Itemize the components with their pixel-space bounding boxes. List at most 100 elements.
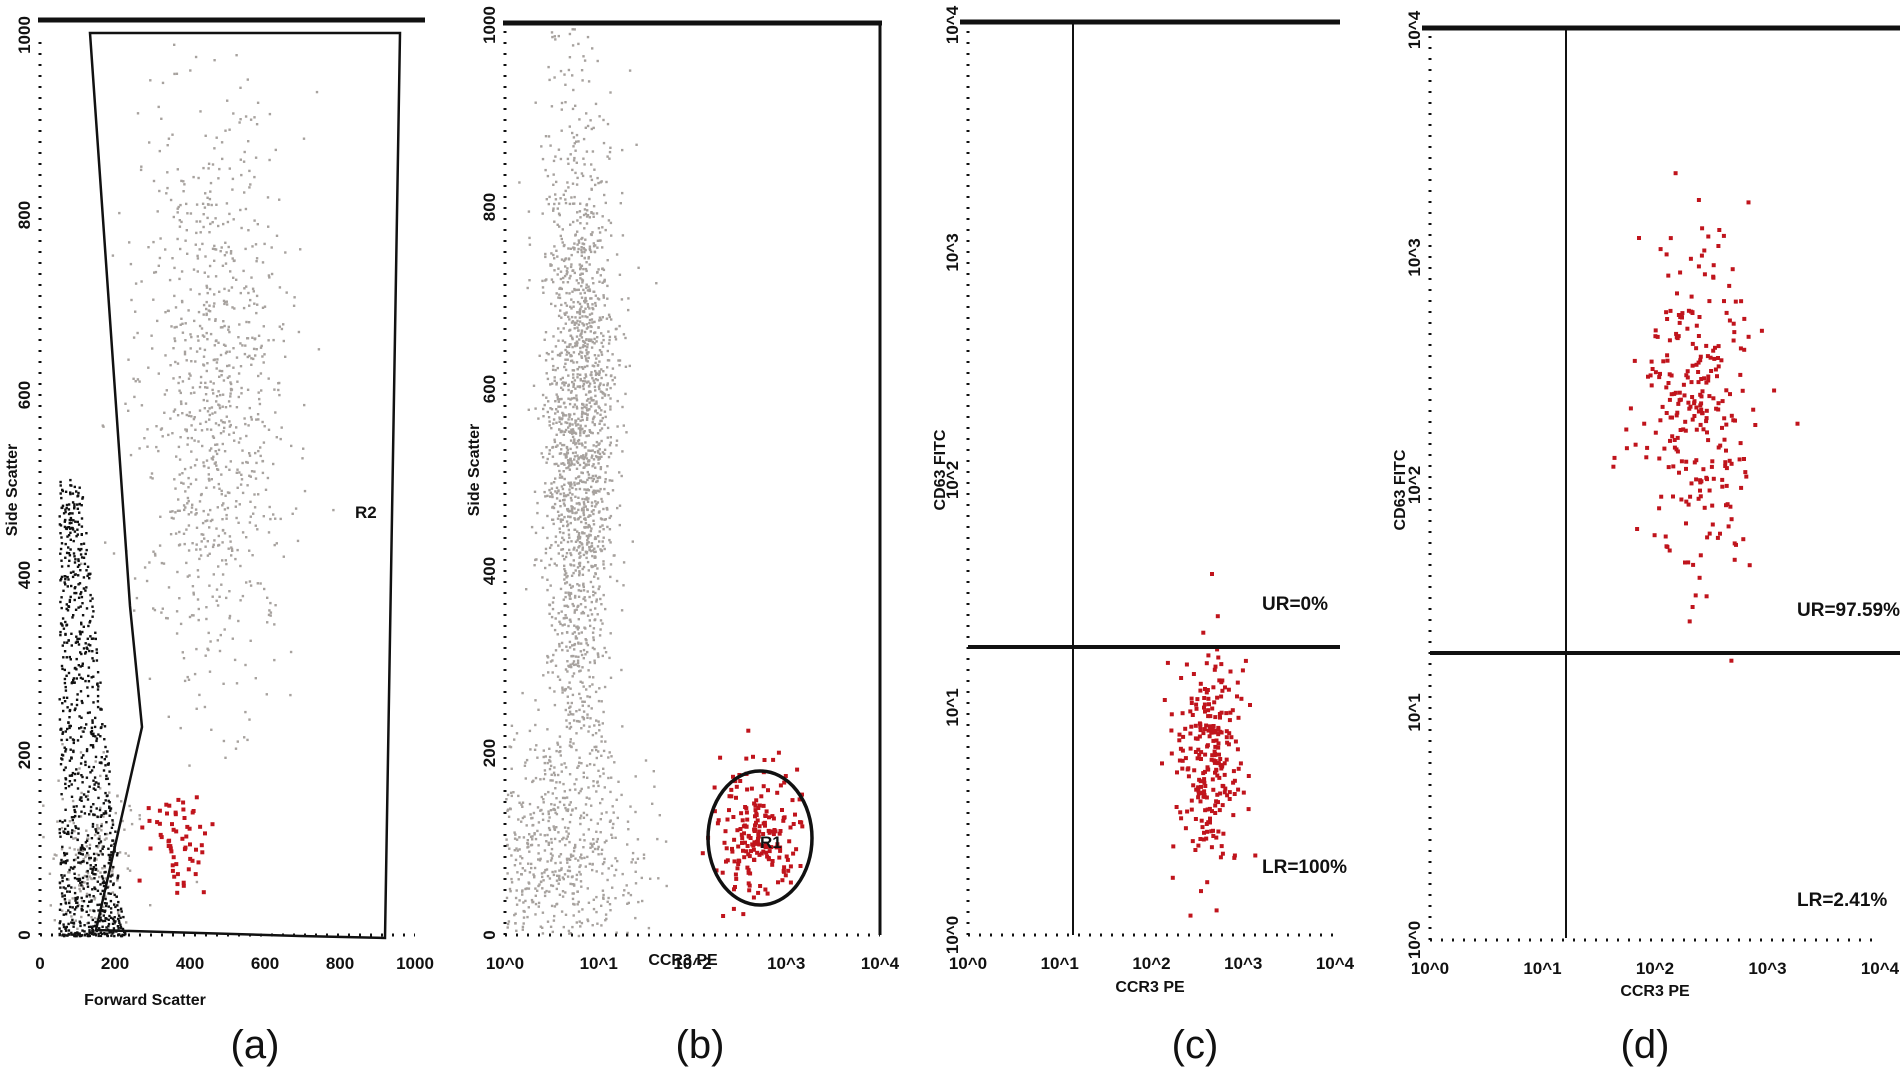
data-point xyxy=(563,558,566,561)
data-point xyxy=(548,767,552,771)
data-point xyxy=(229,404,232,408)
panel-c-ur-label: UR=0% xyxy=(1262,594,1328,615)
data-point xyxy=(198,557,201,561)
data-point xyxy=(521,889,524,892)
data-point xyxy=(556,395,559,398)
data-point xyxy=(1696,360,1701,365)
data-point xyxy=(91,597,94,600)
data-point xyxy=(588,661,592,664)
data-point xyxy=(578,584,581,587)
data-point xyxy=(621,191,624,195)
data-point xyxy=(599,548,602,551)
data-point xyxy=(280,426,283,429)
data-point xyxy=(578,574,581,577)
data-point xyxy=(549,859,553,862)
data-point xyxy=(101,723,104,726)
data-point xyxy=(514,833,517,836)
data-point xyxy=(576,311,579,314)
data-point xyxy=(275,436,278,439)
data-point xyxy=(562,499,565,502)
data-point xyxy=(579,267,582,271)
data-point xyxy=(1706,438,1711,443)
data-point xyxy=(575,549,578,552)
data-point xyxy=(168,846,173,851)
data-point xyxy=(78,630,81,633)
data-point xyxy=(636,838,640,841)
data-point xyxy=(86,711,90,715)
data-point xyxy=(556,806,560,809)
data-point xyxy=(576,219,579,222)
data-point xyxy=(556,741,559,744)
data-point xyxy=(1235,694,1239,699)
data-point xyxy=(532,873,535,876)
data-point xyxy=(111,917,115,920)
data-point xyxy=(218,649,222,653)
data-point xyxy=(590,542,594,545)
data-point xyxy=(1729,413,1734,418)
data-point xyxy=(578,311,581,314)
data-point xyxy=(564,595,567,599)
data-point xyxy=(1183,726,1188,731)
data-point xyxy=(255,123,259,126)
data-point xyxy=(68,708,72,712)
data-point xyxy=(213,147,216,150)
data-point xyxy=(257,391,260,394)
data-point xyxy=(1223,685,1227,690)
data-point xyxy=(565,494,568,497)
data-point xyxy=(540,559,543,562)
data-point xyxy=(580,248,583,252)
data-point xyxy=(174,862,179,867)
data-point xyxy=(558,293,561,296)
data-point xyxy=(79,846,83,849)
data-point xyxy=(562,494,566,498)
data-point xyxy=(583,365,587,369)
data-point xyxy=(226,364,229,368)
data-point xyxy=(548,755,552,759)
data-point xyxy=(745,787,750,792)
data-point xyxy=(63,874,66,877)
data-point xyxy=(575,637,579,640)
data-point xyxy=(177,544,181,547)
data-point xyxy=(67,671,71,675)
data-point xyxy=(582,685,585,688)
data-point xyxy=(601,451,605,454)
data-point xyxy=(557,148,561,151)
data-point xyxy=(279,437,282,441)
data-point xyxy=(269,614,272,617)
data-point xyxy=(590,456,593,459)
data-point xyxy=(223,287,226,291)
data-point xyxy=(582,387,585,391)
data-point xyxy=(595,756,598,760)
panel-a-letter: (a) xyxy=(231,1023,280,1067)
data-point xyxy=(178,530,181,534)
data-point xyxy=(596,246,599,249)
data-point xyxy=(225,300,228,303)
data-point xyxy=(1180,758,1185,763)
data-point xyxy=(599,390,603,393)
data-point xyxy=(213,248,217,251)
data-point xyxy=(80,896,83,900)
data-point xyxy=(586,35,590,39)
data-point xyxy=(147,366,150,369)
data-point xyxy=(585,543,589,546)
data-point xyxy=(787,839,792,844)
data-point xyxy=(64,929,68,932)
data-point xyxy=(557,267,560,270)
data-point xyxy=(570,510,574,513)
data-point xyxy=(603,394,607,397)
data-point xyxy=(241,461,244,465)
data-point xyxy=(572,385,575,388)
data-point xyxy=(59,630,62,634)
data-point xyxy=(771,816,776,821)
data-point xyxy=(565,857,569,860)
data-point xyxy=(581,471,584,475)
data-point xyxy=(75,768,78,771)
data-point xyxy=(68,774,72,777)
data-point xyxy=(273,658,276,662)
data-point xyxy=(514,922,517,925)
data-point xyxy=(193,391,196,394)
data-point xyxy=(68,901,71,905)
data-point xyxy=(549,495,552,498)
data-point xyxy=(88,577,91,580)
data-point xyxy=(202,213,205,216)
